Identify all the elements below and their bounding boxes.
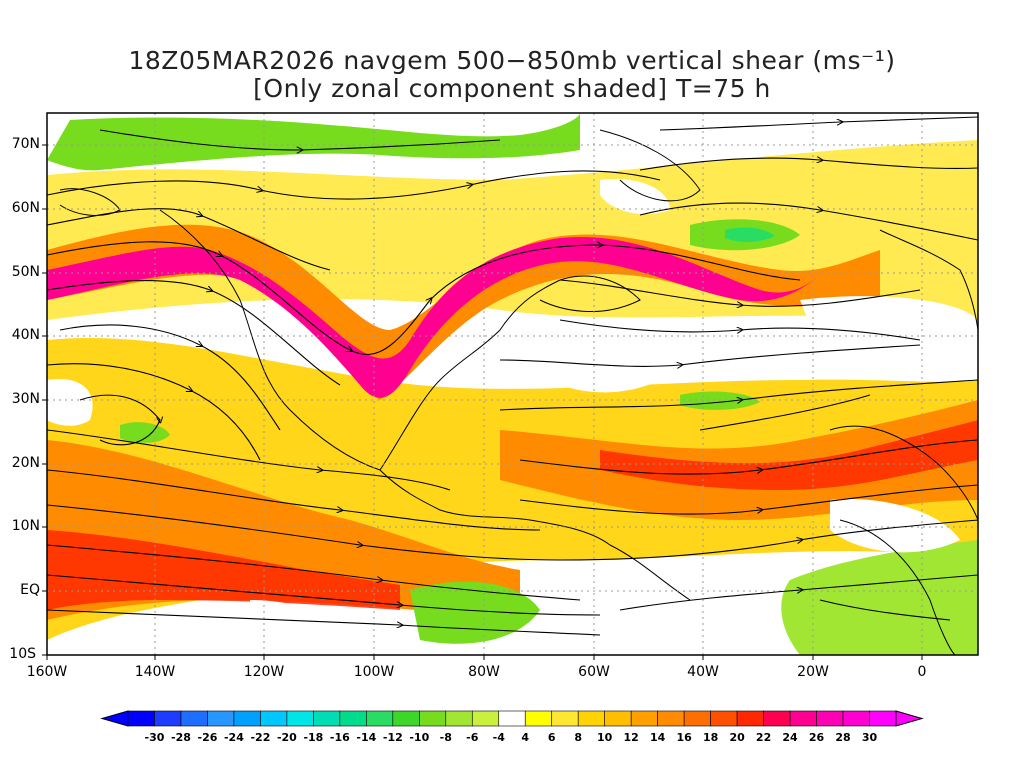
colorbar-label: 12: [623, 731, 639, 744]
lat-label-20n: 20N: [11, 455, 40, 471]
streamline: [47, 544, 581, 601]
lon-label-0: 0: [917, 664, 927, 680]
colorbar-label: 18: [702, 731, 719, 744]
lat-label-30n: 30N: [11, 391, 40, 407]
streamline: [559, 519, 978, 561]
colorbar-label: -20: [276, 731, 297, 744]
colorbar-label: 6: [547, 731, 556, 744]
streamline: [519, 439, 978, 475]
lat-label-10s: 10S: [9, 646, 36, 662]
streamline: [499, 344, 921, 366]
chart-title-line1: 18Z05MAR2026 navgem 500−850mb vertical s…: [128, 46, 896, 75]
lat-label-10n: 10N: [11, 518, 40, 534]
colorbar-label: 20: [729, 731, 745, 744]
streamline: [559, 279, 921, 306]
streamline: [499, 379, 978, 411]
lat-label-70n: 70N: [11, 136, 40, 152]
streamline: [47, 241, 801, 355]
lon-label-120w: 120W: [243, 664, 285, 680]
colorbar-label: -12: [382, 731, 403, 744]
map-frame: [46, 112, 979, 656]
streamline: [47, 363, 261, 461]
colorbar-label: 4: [521, 731, 530, 744]
colorbar-label: 24: [782, 731, 798, 744]
streamline: [47, 609, 601, 636]
grid-lines: [47, 113, 978, 655]
colorbar-label: -28: [171, 731, 191, 744]
colorbar-label: -16: [329, 731, 350, 744]
lon-label-140w: 140W: [134, 664, 176, 680]
lat-label-60n: 60N: [11, 200, 40, 216]
colorbar-label: -8: [439, 731, 452, 744]
colorbar-label: -30: [144, 731, 165, 744]
lon-label-20w: 20W: [797, 664, 829, 680]
colorbar-label: -18: [303, 731, 324, 744]
colorbar-label: 28: [835, 731, 851, 744]
streamline: [639, 202, 978, 241]
colorbar-label: -10: [409, 731, 430, 744]
streamline: [79, 394, 160, 446]
colorbar-label: 22: [755, 731, 772, 744]
colorbar-label: 30: [861, 731, 878, 744]
streamline: [47, 469, 541, 531]
lon-label-160w: 160W: [26, 664, 68, 680]
lat-label-eq: EQ: [20, 582, 40, 598]
lat-label-50n: 50N: [11, 264, 40, 280]
lat-label-40n: 40N: [11, 327, 40, 343]
streamline: [99, 129, 501, 150]
colorbar-label: -14: [356, 731, 377, 744]
streamline-layer: [47, 116, 978, 636]
colorbar-label: 14: [649, 731, 666, 744]
streamline: [639, 158, 978, 171]
streamline: [619, 574, 978, 611]
streamline: [47, 574, 601, 616]
colorbar-label: -22: [250, 731, 271, 744]
streamline: [559, 319, 921, 341]
streamline: [699, 394, 871, 431]
colorbar-label: 8: [574, 731, 583, 744]
streamline: [47, 429, 451, 491]
streamline: [47, 170, 661, 200]
streamline: [59, 324, 281, 431]
colorbar-label: 26: [808, 731, 825, 744]
lon-label-80w: 80W: [468, 664, 500, 680]
colorbar-label: -26: [197, 731, 218, 744]
streamline: [47, 279, 341, 386]
streamline: [47, 504, 561, 561]
colorbar-label: 10: [597, 731, 613, 744]
colorbar-label: -4: [492, 731, 505, 744]
colorbar-label: 16: [676, 731, 692, 744]
shading-layer: [47, 113, 978, 655]
axis-ticks: [42, 144, 923, 660]
lon-label-40w: 40W: [687, 664, 719, 680]
streamline: [659, 116, 978, 131]
colorbar-label: -24: [223, 731, 244, 744]
colorbar-label: -6: [466, 731, 479, 744]
streamline: [819, 599, 951, 621]
streamline: [519, 484, 978, 515]
lon-label-60w: 60W: [578, 664, 610, 680]
chart-title-line2: [Only zonal component shaded] T=75 h: [253, 74, 771, 103]
lon-label-100w: 100W: [353, 664, 395, 680]
